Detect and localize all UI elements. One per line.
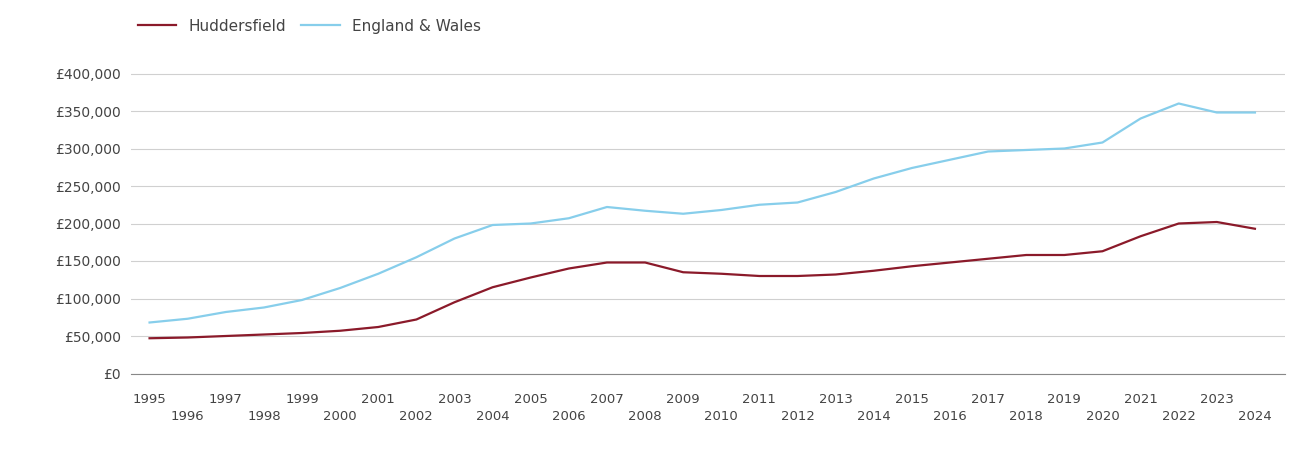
England & Wales (142, 320, 158, 325)
England & Wales (1018, 147, 1034, 153)
Huddersfield (294, 330, 309, 336)
Text: 1996: 1996 (171, 410, 205, 423)
Huddersfield (1057, 252, 1073, 258)
England & Wales (752, 202, 767, 207)
Huddersfield (1095, 248, 1111, 254)
Text: 2014: 2014 (857, 410, 890, 423)
Huddersfield (827, 272, 843, 277)
England & Wales (1248, 110, 1263, 115)
Text: 2004: 2004 (476, 410, 509, 423)
Text: 2011: 2011 (743, 393, 776, 406)
Text: 2003: 2003 (437, 393, 471, 406)
Text: 2021: 2021 (1124, 393, 1158, 406)
Huddersfield (752, 273, 767, 279)
England & Wales (561, 216, 577, 221)
Text: 2007: 2007 (590, 393, 624, 406)
England & Wales (446, 236, 462, 241)
Text: 2023: 2023 (1199, 393, 1233, 406)
England & Wales (408, 255, 424, 260)
England & Wales (599, 204, 615, 210)
Huddersfield (446, 300, 462, 305)
Huddersfield (408, 317, 424, 322)
Text: 2006: 2006 (552, 410, 586, 423)
Text: 1995: 1995 (133, 393, 167, 406)
Line: England & Wales: England & Wales (150, 104, 1255, 323)
England & Wales (1133, 116, 1148, 121)
Huddersfield (637, 260, 652, 265)
England & Wales (218, 309, 234, 315)
Huddersfield (256, 332, 271, 337)
Huddersfield (599, 260, 615, 265)
Huddersfield (561, 266, 577, 271)
Huddersfield (867, 268, 882, 274)
England & Wales (827, 189, 843, 195)
Text: 2019: 2019 (1048, 393, 1082, 406)
Legend: Huddersfield, England & Wales: Huddersfield, England & Wales (138, 19, 480, 34)
England & Wales (637, 208, 652, 213)
England & Wales (180, 316, 196, 321)
Text: 1997: 1997 (209, 393, 243, 406)
Text: 2024: 2024 (1238, 410, 1272, 423)
Text: 2008: 2008 (628, 410, 662, 423)
Huddersfield (980, 256, 996, 261)
Text: 2015: 2015 (895, 393, 929, 406)
Text: 2013: 2013 (818, 393, 852, 406)
Huddersfield (333, 328, 348, 333)
England & Wales (333, 285, 348, 291)
Huddersfield (218, 333, 234, 339)
Huddersfield (942, 260, 958, 265)
Text: 2022: 2022 (1161, 410, 1195, 423)
Text: 2002: 2002 (399, 410, 433, 423)
Huddersfield (484, 284, 500, 290)
Text: 2005: 2005 (514, 393, 548, 406)
Huddersfield (523, 275, 539, 280)
Text: 2009: 2009 (667, 393, 699, 406)
Text: 2020: 2020 (1086, 410, 1120, 423)
England & Wales (714, 207, 729, 213)
England & Wales (1057, 146, 1073, 151)
Huddersfield (1248, 226, 1263, 231)
England & Wales (676, 211, 692, 216)
Huddersfield (1208, 219, 1224, 225)
England & Wales (790, 200, 805, 205)
Text: 1999: 1999 (286, 393, 318, 406)
Huddersfield (714, 271, 729, 276)
England & Wales (942, 157, 958, 162)
England & Wales (904, 165, 920, 171)
Huddersfield (1018, 252, 1034, 258)
Huddersfield (790, 273, 805, 279)
Text: 2017: 2017 (971, 393, 1005, 406)
England & Wales (523, 221, 539, 226)
England & Wales (867, 176, 882, 181)
Huddersfield (904, 264, 920, 269)
England & Wales (1208, 110, 1224, 115)
Text: 2010: 2010 (705, 410, 739, 423)
England & Wales (371, 271, 386, 276)
England & Wales (980, 149, 996, 154)
Huddersfield (1133, 234, 1148, 239)
Huddersfield (142, 336, 158, 341)
England & Wales (1095, 140, 1111, 145)
Text: 2000: 2000 (324, 410, 358, 423)
England & Wales (294, 297, 309, 303)
Text: 1998: 1998 (247, 410, 281, 423)
Text: 2016: 2016 (933, 410, 967, 423)
Text: 2001: 2001 (361, 393, 395, 406)
Huddersfield (676, 270, 692, 275)
England & Wales (484, 222, 500, 228)
England & Wales (1171, 101, 1186, 106)
Huddersfield (1171, 221, 1186, 226)
Line: Huddersfield: Huddersfield (150, 222, 1255, 338)
Huddersfield (371, 324, 386, 330)
Huddersfield (180, 335, 196, 340)
England & Wales (256, 305, 271, 310)
Text: 2012: 2012 (780, 410, 814, 423)
Text: 2018: 2018 (1009, 410, 1043, 423)
